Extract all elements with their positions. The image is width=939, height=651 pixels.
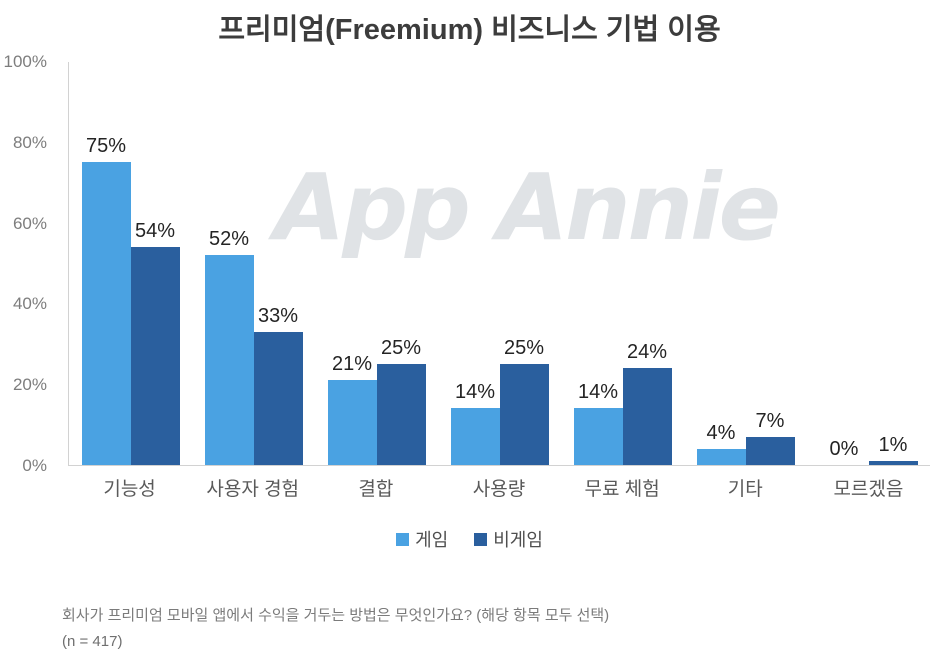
y-axis: 100% 80% 60% 40% 20% 0% — [0, 52, 47, 475]
x-axis-label: 사용자 경험 — [206, 479, 300, 500]
bar-value-label: 52% — [208, 227, 250, 250]
bar-비게임 — [622, 368, 672, 465]
bar-value-label: 24% — [626, 341, 668, 364]
bar-group: 14% 24% — [561, 62, 684, 465]
bar-column: 52% — [204, 62, 254, 465]
bar-비게임 — [745, 436, 795, 465]
bar-group: 14% 25% — [438, 62, 561, 465]
bar-게임 — [327, 380, 377, 465]
legend-label: 비게임 — [493, 530, 543, 550]
bar-비게임 — [499, 364, 549, 465]
y-tick-label: 40% — [12, 294, 47, 314]
bar-게임 — [81, 162, 131, 465]
bar-value-label: 25% — [380, 337, 422, 359]
bar-value-label: 54% — [134, 219, 176, 242]
x-axis-label: 기타 — [727, 479, 763, 500]
x-axis-label: 결합 — [358, 479, 394, 500]
bar-비게임 — [868, 460, 918, 465]
x-axis-labels: 기능성 사용자 경험 결합 사용량 무료 체험 기타 모르겠음 — [68, 474, 930, 501]
chart-title: 프리미엄(Freemium) 비즈니스 기법 이용 — [218, 14, 721, 46]
bar-group: 52% 33% — [192, 62, 315, 465]
plot-area: App Annie 75% 54% 52% 33% 21% 25% 14% 25% 14% 24%… — [68, 62, 930, 466]
bar-group: 21% 25% — [315, 62, 438, 465]
bar-비게임 — [130, 246, 180, 465]
bar-value-label: 25% — [503, 337, 545, 359]
bar-column: 25% — [499, 62, 549, 465]
bar-게임 — [573, 408, 623, 465]
legend-label: 게임 — [415, 530, 449, 550]
legend-item: 비게임 — [474, 526, 543, 552]
bar-column: 1% — [868, 62, 918, 465]
footer-question: 회사가 프리미엄 모바일 앱에서 수익을 거두는 방법은 무엇인가요? (해당 … — [62, 607, 610, 624]
bar-column: 14% — [573, 62, 623, 465]
bar-column: 24% — [622, 62, 672, 465]
bar-column: 75% — [81, 62, 131, 465]
x-axis-label: 기능성 — [103, 479, 156, 500]
bar-group: 4% 7% — [684, 62, 807, 465]
legend-swatch-게임 — [396, 532, 410, 546]
y-tick-label: 80% — [12, 132, 47, 152]
bar-value-label: 21% — [331, 353, 373, 376]
footer-sample-size: (n = 417) — [62, 633, 123, 650]
bar-value-label: 14% — [577, 381, 619, 404]
bar-column: 25% — [376, 62, 426, 465]
x-axis-label: 모르겠음 — [833, 479, 904, 500]
chart-area: 100% 80% 60% 40% 20% 0% App Annie 75% 54% 52% 33… — [0, 52, 939, 475]
bar-value-label: 1% — [878, 433, 908, 456]
bar-value-label: 0% — [829, 438, 859, 460]
bar-column: 21% — [327, 62, 377, 465]
bar-value-label: 7% — [755, 409, 785, 432]
y-tick-label: 0% — [22, 456, 47, 475]
bar-게임 — [696, 448, 746, 465]
bar-group: 75% 54% — [69, 62, 192, 465]
legend-swatch-비게임 — [474, 532, 488, 546]
y-tick-label: 60% — [12, 213, 47, 233]
bar-column: 4% — [696, 62, 746, 465]
bar-groups: 75% 54% 52% 33% 21% 25% 14% 25% 14% 24% 4% 7% 0% 1% — [69, 62, 930, 465]
bar-column: 54% — [130, 62, 180, 465]
x-axis-label: 무료 체험 — [584, 479, 660, 500]
bar-게임 — [450, 408, 500, 465]
footer: 회사가 프리미엄 모바일 앱에서 수익을 거두는 방법은 무엇인가요? (해당 … — [62, 604, 882, 651]
bar-게임 — [204, 254, 254, 465]
bar-column: 7% — [745, 62, 795, 465]
bar-value-label: 4% — [706, 421, 736, 444]
bar-value-label: 75% — [85, 135, 127, 157]
x-axis-label: 사용량 — [472, 479, 526, 500]
legend-item: 게임 — [396, 526, 448, 552]
bar-column: 14% — [450, 62, 500, 465]
bar-비게임 — [376, 364, 426, 465]
bar-value-label: 14% — [454, 381, 496, 404]
bar-group: 0% 1% — [807, 62, 930, 465]
bar-비게임 — [253, 331, 303, 465]
y-tick-label: 20% — [12, 375, 47, 395]
bar-column: 33% — [253, 62, 303, 465]
bar-value-label: 33% — [257, 304, 299, 327]
legend: 게임 비게임 — [0, 526, 939, 552]
bar-column: 0% — [820, 62, 869, 465]
y-tick-label: 100% — [3, 52, 47, 71]
